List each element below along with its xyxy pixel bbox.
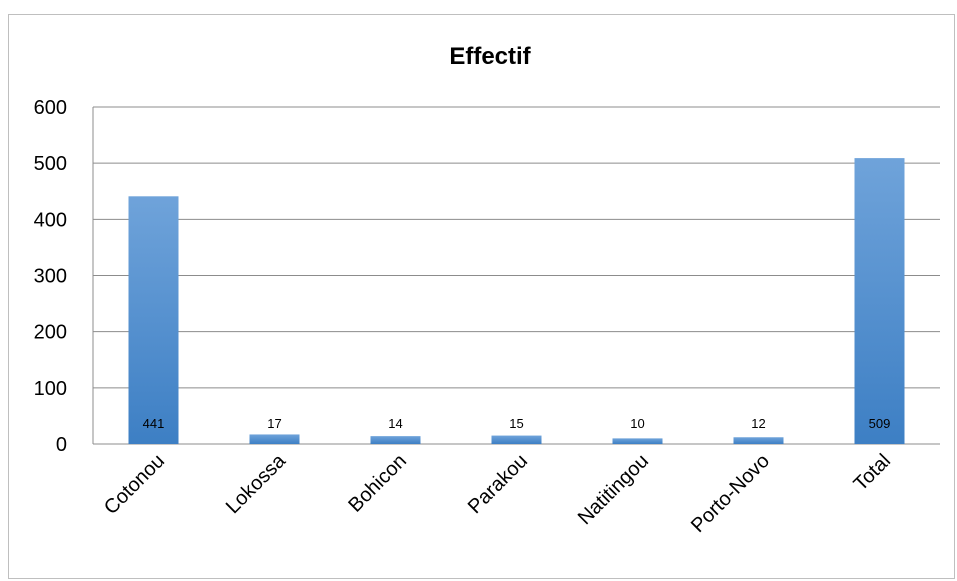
bar-natitingou	[612, 438, 663, 444]
data-label: 509	[869, 416, 891, 431]
bar-cotonou	[128, 196, 179, 444]
data-label: 17	[267, 416, 281, 431]
x-tick-label: Porto-Novo	[687, 450, 774, 537]
data-label: 441	[143, 416, 165, 431]
bar-total	[854, 158, 905, 444]
y-tick-label: 300	[34, 266, 67, 288]
data-label: 12	[751, 416, 765, 431]
bar-porto-novo	[733, 437, 784, 444]
data-label: 15	[509, 416, 523, 431]
y-tick-label: 600	[34, 97, 67, 119]
x-tick-label: Natitingou	[574, 450, 653, 529]
x-tick-label: Cotonou	[100, 450, 169, 519]
x-tick-label: Total	[850, 450, 895, 495]
chart-title: Effectif	[449, 43, 531, 70]
y-tick-label: 500	[34, 153, 67, 175]
x-tick-label: Lokossa	[222, 449, 291, 518]
bar-parakou	[491, 435, 542, 444]
y-tick-label: 0	[56, 434, 67, 456]
y-tick-label: 100	[34, 378, 67, 400]
data-label: 10	[630, 416, 644, 431]
y-tick-label: 400	[34, 209, 67, 231]
bar-bohicon	[370, 436, 421, 444]
data-label: 14	[388, 416, 402, 431]
bar-lokossa	[249, 434, 300, 444]
x-tick-label: Parakou	[464, 450, 532, 518]
x-tick-label: Bohicon	[344, 450, 411, 517]
y-tick-label: 200	[34, 322, 67, 344]
